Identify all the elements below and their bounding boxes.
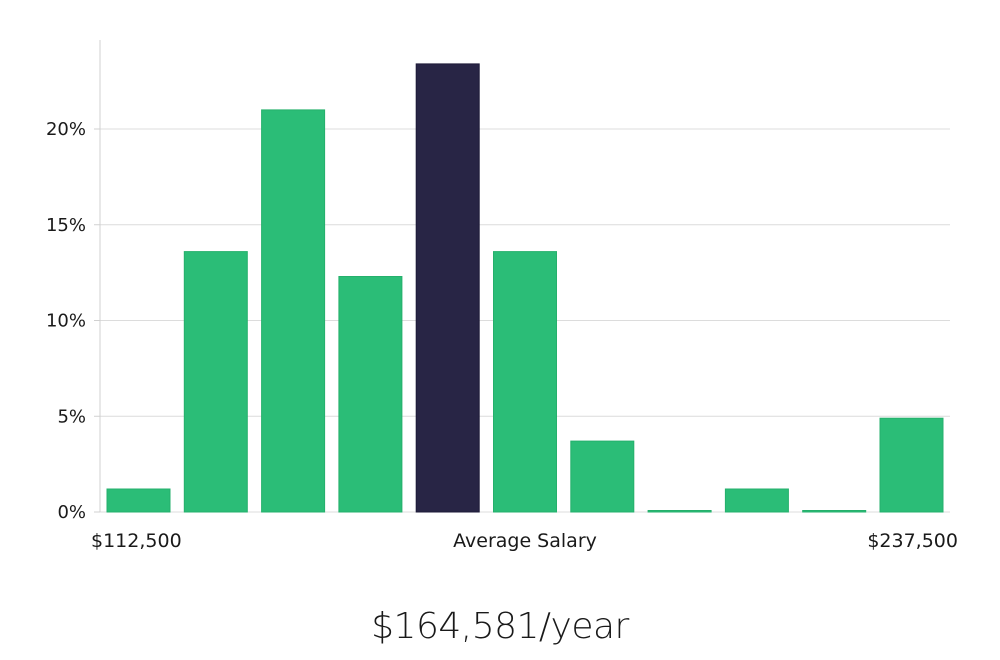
salary-histogram-chart: 0% 5% 10% 15% 20% $112,500 Average Salary $2… xyxy=(46,40,958,552)
x-min-label: $112,500 xyxy=(91,530,182,552)
histogram-bar[interactable] xyxy=(879,417,944,513)
histogram-bar[interactable] xyxy=(570,440,635,513)
y-tick-label: 5% xyxy=(57,406,86,427)
y-tick-label: 20% xyxy=(46,119,86,140)
histogram-bars xyxy=(106,63,944,513)
average-salary-value: $164,581/year xyxy=(371,606,629,647)
histogram-bar[interactable] xyxy=(647,510,712,513)
histogram-bar-highlighted[interactable] xyxy=(415,63,480,513)
histogram-bar[interactable] xyxy=(106,488,171,513)
y-axis-ticks: 0% 5% 10% 15% 20% xyxy=(46,119,100,523)
histogram-bar[interactable] xyxy=(493,251,557,513)
histogram-bar[interactable] xyxy=(724,488,789,513)
histogram-bar[interactable] xyxy=(183,251,248,513)
histogram-bar[interactable] xyxy=(338,276,403,513)
y-tick-label: 10% xyxy=(46,311,86,332)
y-tick-label: 15% xyxy=(46,215,86,236)
histogram-bar[interactable] xyxy=(261,109,326,513)
x-axis-title: Average Salary xyxy=(453,530,597,552)
x-max-label: $237,500 xyxy=(867,530,958,552)
y-tick-label: 0% xyxy=(57,502,86,523)
histogram-bar[interactable] xyxy=(802,510,867,513)
